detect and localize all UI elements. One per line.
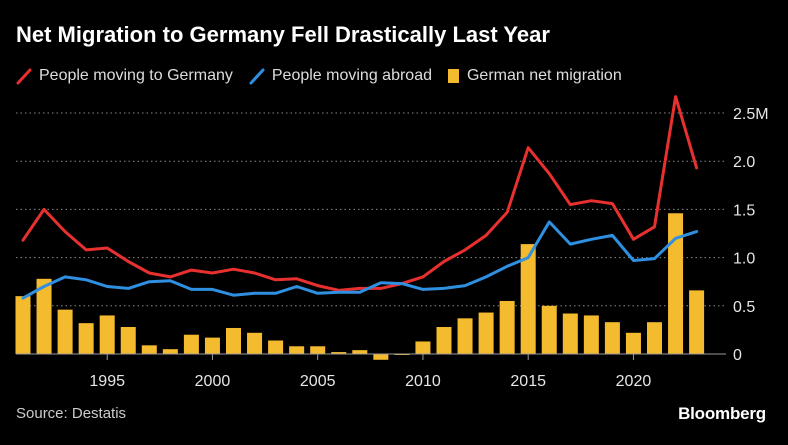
legend-line-icon-red [16, 68, 32, 85]
series-line-moving-to-germany [21, 95, 699, 292]
legend-label-moving-to: People moving to Germany [39, 67, 233, 84]
series-line-moving-abroad [21, 220, 699, 300]
net-migration-bar [604, 322, 620, 354]
net-migration-bar [583, 315, 599, 354]
legend-label-net-migration: German net migration [466, 67, 622, 84]
y-tick-label: 0.5 [733, 299, 755, 316]
net-migration-bar [78, 323, 94, 354]
net-migration-bar [457, 318, 473, 354]
net-migration-bar [289, 346, 305, 354]
net-migration-bar [689, 290, 705, 354]
x-tick-label: 2010 [405, 373, 441, 390]
y-tick-label: 1.0 [733, 251, 755, 268]
net-migration-bar [668, 213, 684, 354]
legend-label-moving-abroad: People moving abroad [271, 67, 432, 84]
legend-item-net-migration: German net migration [447, 67, 622, 85]
chart-title: Net Migration to Germany Fell Drasticall… [16, 22, 550, 47]
net-migration-bar [415, 341, 431, 354]
net-migration-bar [520, 244, 536, 354]
y-tick-label: 2.0 [733, 154, 755, 171]
source-note: Source: Destatis [16, 405, 127, 422]
bloomberg-logo: Bloomberg [678, 404, 766, 423]
net-migration-bar [373, 354, 389, 360]
y-tick-label: 1.5 [733, 202, 755, 219]
legend-line-icon-blue [249, 68, 265, 85]
x-tick-label: 2020 [616, 373, 652, 390]
legend: People moving to Germany People moving a… [16, 64, 638, 88]
net-migration-bar [183, 334, 199, 354]
net-migration-bar [15, 296, 31, 354]
net-migration-bar [120, 327, 136, 354]
legend-item-moving-abroad: People moving abroad [249, 67, 432, 85]
net-migration-bar [204, 337, 220, 354]
x-tick-label: 2000 [195, 373, 231, 390]
net-migration-bar [36, 278, 52, 354]
x-tick-label: 1995 [89, 373, 125, 390]
net-migration-bar [541, 305, 557, 354]
net-migration-bar [625, 332, 641, 354]
x-tick-label: 2015 [510, 373, 546, 390]
net-migration-bar [478, 312, 494, 354]
net-migration-bar [57, 309, 73, 354]
net-migration-bar [226, 327, 241, 354]
y-tick-label: 2.5M [733, 106, 769, 123]
net-migration-bar [499, 300, 515, 354]
legend-item-moving-to: People moving to Germany [16, 67, 233, 85]
net-migration-bar [352, 350, 368, 354]
net-migration-bar [436, 327, 452, 354]
net-migration-bar [268, 340, 284, 354]
net-migration-bar [562, 313, 578, 354]
legend-bar-icon-yellow [447, 69, 459, 83]
x-tick-label: 2005 [300, 373, 336, 390]
net-migration-bar [331, 352, 347, 354]
net-migration-bar [310, 346, 326, 354]
net-migration-bar [141, 345, 157, 354]
y-tick-label: 0 [733, 347, 742, 364]
net-migration-bar [162, 349, 178, 354]
net-migration-bar [647, 322, 662, 354]
net-migration-bar [99, 315, 115, 354]
net-migration-bar [247, 332, 263, 354]
